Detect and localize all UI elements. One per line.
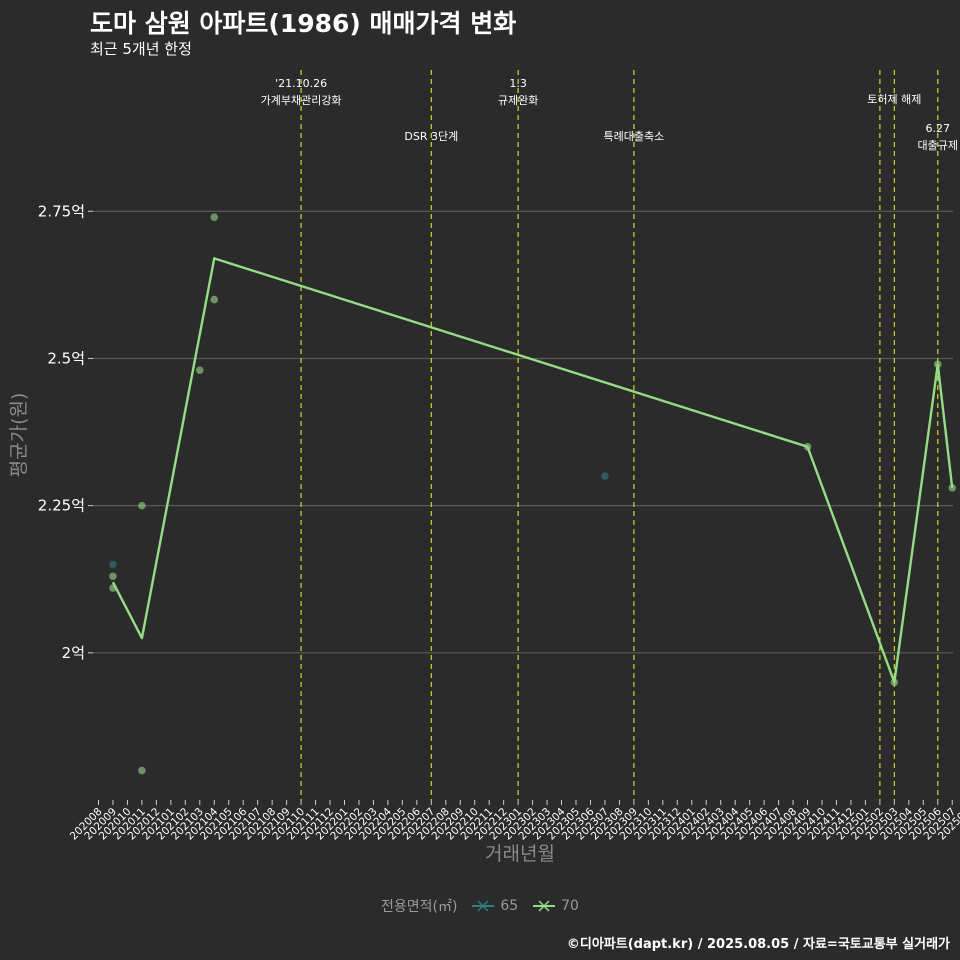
y-tick-label: 2.5억 (47, 349, 85, 367)
event-label: 1.3 (509, 77, 527, 90)
series-70-point (210, 213, 219, 221)
event-label: 6.27 (926, 122, 951, 135)
series-70-point (138, 766, 146, 775)
series-65-point (601, 472, 609, 481)
event-label: 대출규제 (918, 139, 958, 152)
event-label: 특례대출축소 (604, 130, 665, 143)
y-tick-label: 2.25억 (38, 497, 85, 515)
series-65-point (109, 560, 117, 569)
legend-label-65: 65 (500, 898, 519, 914)
legend-label-70: 70 (561, 898, 579, 914)
legend-item-65: 65 (470, 898, 518, 914)
event-label: 토허제 해제 (867, 92, 921, 106)
series-70-point (803, 442, 812, 451)
event-label: 가계부채관리강화 (261, 94, 342, 107)
series-70-line (111, 257, 954, 684)
series-70-point (210, 295, 219, 304)
series-70-point (890, 678, 899, 687)
series-70-point (948, 484, 957, 492)
series-70-point (109, 584, 117, 592)
series-70-point (109, 572, 117, 581)
event-label: 규제완화 (498, 94, 538, 107)
y-tick-label: 2억 (62, 644, 85, 662)
legend: 전용면적(㎡) 65 70 (0, 896, 960, 916)
event-label: DSR 3단계 (404, 130, 458, 143)
legend-item-70: 70 (531, 898, 579, 914)
x-axis-title: 거래년월 (485, 843, 555, 865)
legend-swatch-70 (532, 900, 555, 912)
y-axis-title: 평균가(원) (8, 393, 30, 478)
chart-subtitle: 최근 5개년 한정 (90, 40, 192, 58)
y-tick-label: 2.75억 (38, 202, 85, 220)
footer-credit: ©디아파트(dapt.kr) / 2025.08.05 / 자료=국토교통부 실… (566, 937, 950, 952)
event-label: '21.10.26 (275, 77, 327, 90)
series-70-point (933, 360, 942, 369)
series-70-point (195, 366, 204, 375)
legend-title: 전용면적(㎡) (381, 899, 458, 915)
legend-swatch-65 (471, 900, 494, 912)
chart-title: 도마 삼원 아파트(1986) 매매가격 변화 (90, 9, 517, 38)
series-70-point (138, 501, 146, 510)
